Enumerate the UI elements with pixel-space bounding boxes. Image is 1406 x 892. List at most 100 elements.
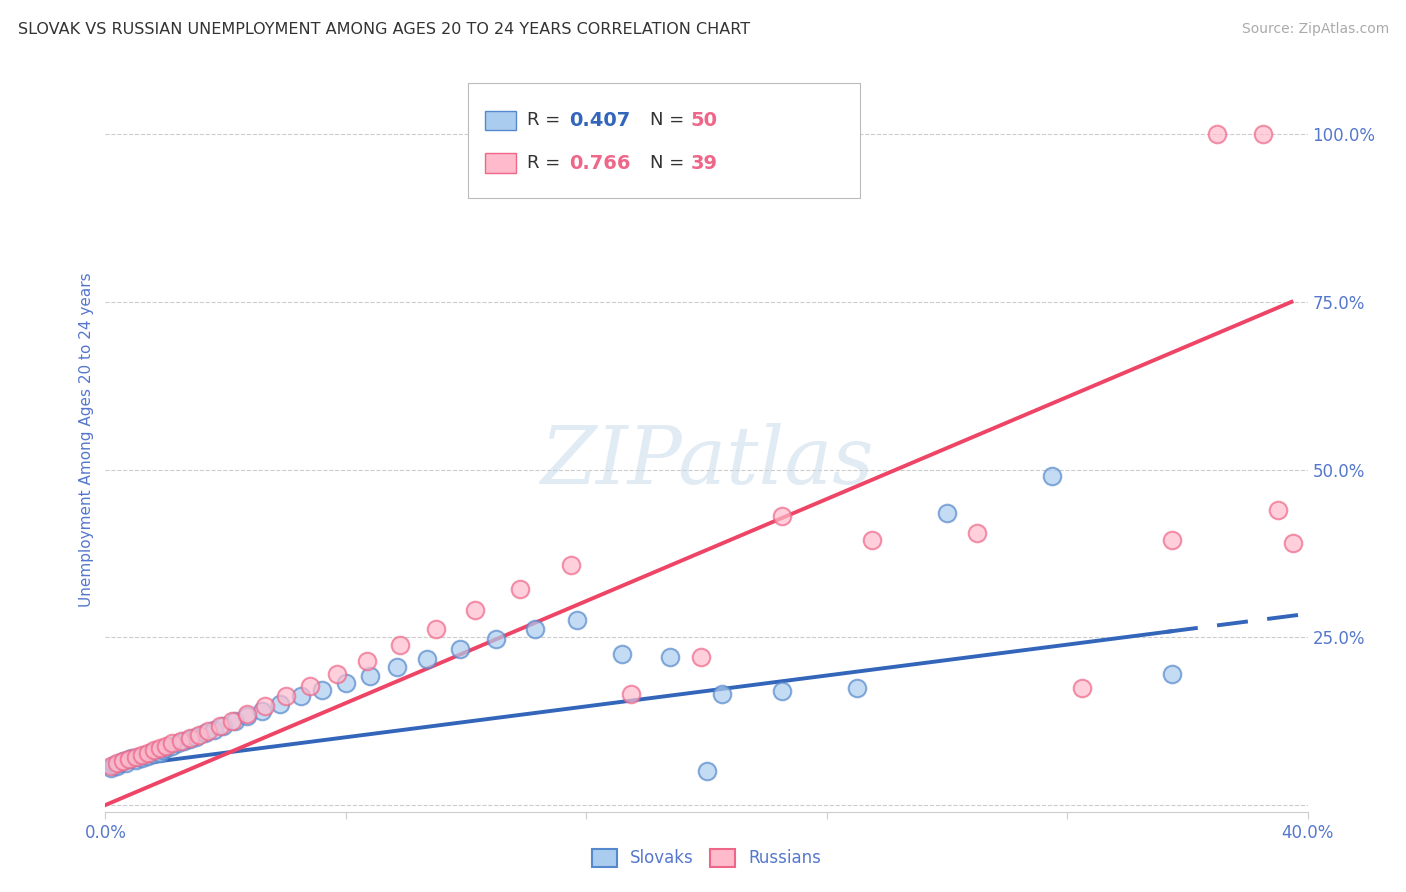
Point	[936, 506, 959, 520]
Point	[710, 687, 733, 701]
Point	[224, 714, 246, 728]
Point	[124, 753, 146, 767]
Point	[860, 533, 883, 547]
Point	[152, 743, 174, 757]
Point	[567, 614, 589, 628]
Text: N =: N =	[650, 154, 689, 172]
Y-axis label: Unemployment Among Ages 20 to 24 years: Unemployment Among Ages 20 to 24 years	[79, 272, 94, 607]
Point	[416, 651, 439, 665]
Point	[356, 654, 378, 668]
Point	[155, 741, 177, 756]
Point	[385, 660, 408, 674]
Point	[136, 749, 159, 764]
Point	[136, 746, 159, 760]
Point	[145, 744, 167, 758]
Point	[110, 756, 132, 771]
Point	[148, 746, 170, 760]
Point	[311, 682, 333, 697]
Point	[1071, 681, 1094, 695]
Text: R =: R =	[527, 112, 567, 129]
Point	[148, 741, 170, 756]
Point	[100, 759, 122, 773]
Point	[118, 752, 141, 766]
Point	[845, 681, 868, 695]
Text: ZIPatlas: ZIPatlas	[540, 423, 873, 500]
Text: N =: N =	[650, 112, 689, 129]
Point	[966, 526, 988, 541]
Point	[155, 739, 177, 753]
Text: 0.766: 0.766	[569, 153, 631, 173]
Point	[103, 757, 125, 772]
Point	[1206, 127, 1229, 141]
Point	[290, 690, 312, 704]
Text: SLOVAK VS RUSSIAN UNEMPLOYMENT AMONG AGES 20 TO 24 YEARS CORRELATION CHART: SLOVAK VS RUSSIAN UNEMPLOYMENT AMONG AGE…	[18, 22, 751, 37]
Point	[208, 719, 231, 733]
Point	[770, 684, 793, 698]
Point	[139, 746, 162, 760]
Point	[659, 650, 682, 665]
Point	[221, 714, 243, 728]
Point	[173, 734, 195, 748]
Point	[124, 749, 146, 764]
Point	[1251, 127, 1274, 141]
Point	[464, 603, 486, 617]
Point	[612, 647, 634, 661]
Point	[142, 743, 165, 757]
Point	[250, 704, 273, 718]
Point	[166, 736, 188, 750]
Point	[118, 752, 141, 766]
Point	[160, 739, 183, 753]
Point	[179, 731, 201, 745]
Point	[1040, 469, 1063, 483]
Point	[115, 756, 138, 770]
Point	[1161, 533, 1184, 547]
Point	[298, 679, 321, 693]
Point	[160, 736, 183, 750]
Point	[524, 622, 547, 636]
Point	[197, 724, 219, 739]
Point	[253, 698, 276, 713]
Point	[696, 764, 718, 779]
Point	[1161, 667, 1184, 681]
Point	[620, 687, 643, 701]
Text: 39: 39	[690, 153, 717, 173]
Point	[112, 755, 135, 769]
Point	[274, 690, 297, 704]
Point	[169, 734, 191, 748]
Point	[1267, 502, 1289, 516]
Point	[112, 755, 135, 769]
Point	[194, 725, 217, 739]
Point	[1281, 536, 1303, 550]
Point	[359, 669, 381, 683]
Point	[269, 698, 291, 712]
Point	[485, 632, 508, 646]
Point	[107, 759, 129, 773]
Point	[335, 676, 357, 690]
Legend: Slovaks, Russians: Slovaks, Russians	[585, 842, 828, 874]
Point	[509, 582, 531, 596]
Point	[202, 723, 225, 737]
Point	[235, 709, 257, 723]
Text: Source: ZipAtlas.com: Source: ZipAtlas.com	[1241, 22, 1389, 37]
Point	[425, 622, 447, 636]
Point	[121, 751, 143, 765]
Text: 50: 50	[690, 111, 717, 130]
Point	[184, 730, 207, 744]
Text: R =: R =	[527, 154, 567, 172]
Point	[107, 756, 129, 771]
Point	[560, 558, 582, 572]
Point	[179, 732, 201, 747]
Point	[100, 761, 122, 775]
Point	[131, 751, 153, 765]
Point	[142, 747, 165, 761]
Point	[388, 638, 411, 652]
Point	[128, 749, 150, 764]
Point	[134, 747, 156, 762]
Point	[326, 667, 349, 681]
Point	[131, 747, 153, 762]
Point	[211, 719, 233, 733]
Text: 0.407: 0.407	[569, 111, 631, 130]
Point	[449, 642, 471, 657]
Point	[770, 509, 793, 524]
Point	[689, 650, 711, 665]
